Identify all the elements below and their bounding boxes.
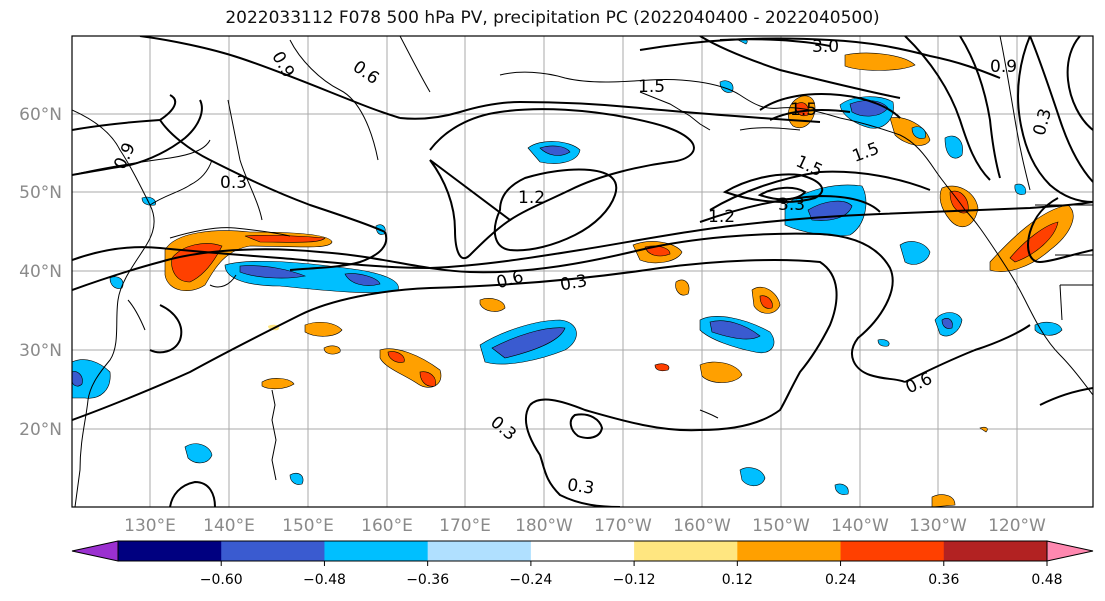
colorbar-tick-label: 0.24 bbox=[825, 572, 856, 588]
colorbar-tick-label: 0.12 bbox=[722, 572, 753, 588]
colorbar-ticks: −0.60 −0.48 −0.36 −0.24 −0.12 0.12 0.24 0.36 0.4… bbox=[200, 561, 1063, 588]
precip-negative-areas bbox=[72, 38, 1063, 495]
lon-label: 170°E bbox=[439, 516, 491, 536]
latitude-labels: 60°N 50°N 40°N 30°N 20°N bbox=[19, 105, 62, 440]
map-frame bbox=[71, 35, 1094, 508]
pv-contours bbox=[72, 36, 1093, 507]
colorbar-tick-label: −0.12 bbox=[613, 572, 656, 588]
lat-label: 40°N bbox=[19, 262, 62, 282]
colorbar-tick-label: −0.60 bbox=[200, 572, 243, 588]
contour-label: 0.3 bbox=[566, 475, 596, 499]
contour-label: 1.5 bbox=[638, 77, 665, 97]
colorbar-tick-label: 0.48 bbox=[1031, 572, 1062, 588]
contour-label: 1.2 bbox=[708, 207, 735, 227]
lon-label: 140°W bbox=[831, 516, 889, 536]
lon-label: 170°W bbox=[594, 516, 652, 536]
colorbar-segment bbox=[118, 541, 222, 561]
lat-label: 50°N bbox=[19, 183, 62, 203]
lon-label: 140°E bbox=[203, 516, 255, 536]
lon-label: 120°W bbox=[988, 516, 1046, 536]
colorbar-segment bbox=[943, 541, 1048, 561]
colorbar-segments bbox=[118, 541, 1048, 561]
contour-label: 3.3 bbox=[778, 195, 805, 215]
colorbar-segment bbox=[427, 541, 532, 561]
colorbar-segment bbox=[530, 541, 635, 561]
colorbar-segment bbox=[840, 541, 945, 561]
contour-label: 0.3 bbox=[220, 173, 247, 193]
lat-label: 20°N bbox=[19, 420, 62, 440]
colorbar-segment bbox=[221, 541, 325, 561]
colorbar-arrow-left bbox=[71, 540, 119, 562]
colorbar: −0.60 −0.48 −0.36 −0.24 −0.12 0.12 0.24 0.36 0.4… bbox=[71, 540, 1094, 588]
colorbar-tick-label: −0.36 bbox=[406, 572, 449, 588]
map-title: 2022033112 F078 500 hPa PV, precipitatio… bbox=[225, 8, 880, 28]
contour-label: 1.5 bbox=[790, 100, 817, 120]
colorbar-tick-label: 0.36 bbox=[928, 572, 959, 588]
contour-label: 3.0 bbox=[812, 37, 839, 57]
colorbar-arrow-right bbox=[1046, 540, 1094, 562]
colorbar-segment bbox=[737, 541, 842, 561]
contour-label: 0.3 bbox=[559, 271, 589, 295]
contour-label: 0.9 bbox=[990, 57, 1017, 77]
colorbar-tick-label: −0.24 bbox=[509, 572, 552, 588]
colorbar-tick-label: −0.48 bbox=[303, 572, 346, 588]
coastlines bbox=[72, 36, 1093, 507]
colorbar-segment bbox=[324, 541, 429, 561]
colorbar-segment bbox=[634, 541, 738, 561]
lon-label: 160°W bbox=[673, 516, 731, 536]
lon-label: 130°W bbox=[909, 516, 967, 536]
lon-label: 130°E bbox=[124, 516, 176, 536]
lon-label: 150°E bbox=[282, 516, 334, 536]
lon-label: 150°W bbox=[752, 516, 810, 536]
lat-label: 30°N bbox=[19, 341, 62, 361]
contour-label: 1.2 bbox=[518, 188, 545, 208]
lon-label: 180°W bbox=[515, 516, 573, 536]
lon-label: 160°E bbox=[361, 516, 413, 536]
longitude-labels: 130°E 140°E 150°E 160°E 170°E 180°W 170°… bbox=[124, 516, 1046, 536]
colorbar-outline bbox=[117, 540, 1048, 562]
lat-label: 60°N bbox=[19, 105, 62, 125]
